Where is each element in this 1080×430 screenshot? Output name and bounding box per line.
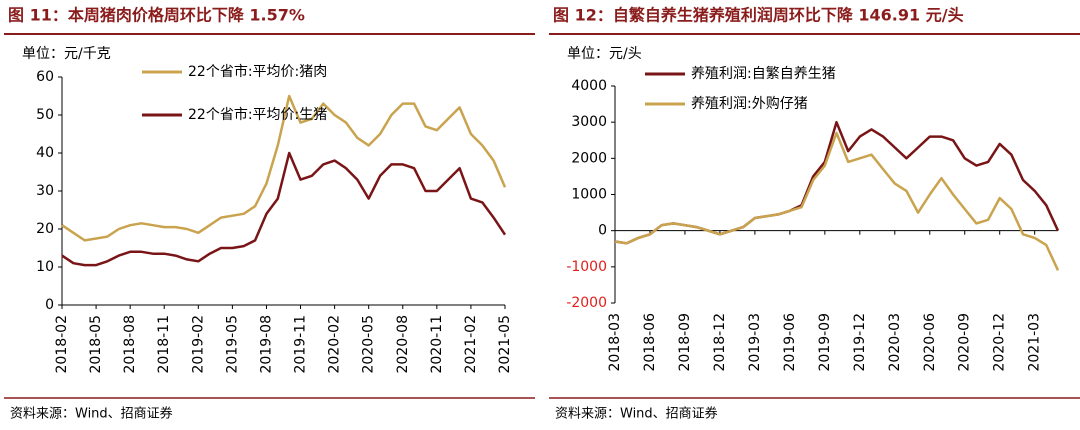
x-tick-label: 2018-03: [607, 313, 623, 372]
legend-label: 养殖利润:自繁自养生猪: [691, 65, 836, 82]
y-tick-label: -1000: [566, 259, 607, 275]
legend-label: 养殖利润:外购仔猪: [691, 95, 808, 112]
y-tick-label: 1000: [571, 187, 607, 203]
x-tick-label: 2021-02: [463, 315, 479, 374]
chart-title: 图 11：本周猪肉价格周环比下降 1.57%: [8, 6, 305, 25]
unit-label: 单位：元/头: [567, 46, 642, 62]
x-tick-label: 2020-02: [327, 315, 343, 374]
y-tick-label: 2000: [571, 150, 607, 166]
series-line: [61, 94, 507, 242]
legend-label: 22个省市:平均价:生猪: [188, 106, 327, 123]
x-tick-label: 2020-06: [922, 313, 938, 372]
x-tick-label: 2018-08: [122, 315, 138, 374]
x-tick-label: 2019-09: [817, 313, 833, 372]
y-tick-label: 60: [36, 69, 54, 85]
x-tick-label: 2019-03: [747, 313, 763, 372]
unit-label: 单位：元/千克: [22, 46, 111, 62]
x-tick-label: 2018-02: [54, 315, 70, 374]
x-tick-label: 2019-12: [852, 313, 868, 372]
x-tick-label: 2020-08: [395, 315, 411, 374]
x-tick-label: 2019-05: [224, 315, 240, 374]
y-tick-label: 20: [36, 221, 54, 237]
y-tick-label: 10: [36, 259, 54, 275]
chart-title: 图 12：自繁自养生猪养殖利润周环比下降 146.91 元/头: [553, 6, 964, 25]
y-tick-label: 30: [36, 183, 54, 199]
x-tick-label: 2019-02: [190, 315, 206, 374]
x-tick-label: 2018-12: [712, 313, 728, 372]
x-tick-label: 2020-05: [361, 315, 377, 374]
x-tick-label: 2020-09: [957, 313, 973, 372]
y-tick-label: -2000: [566, 295, 607, 311]
x-tick-label: 2018-05: [88, 315, 104, 374]
x-tick-label: 2021-05: [497, 315, 513, 374]
source: 资料来源：Wind、招商证券: [555, 406, 718, 422]
series-line: [614, 131, 1060, 271]
series-line: [61, 151, 507, 267]
y-tick-label: 3000: [571, 114, 607, 130]
y-tick-label: 40: [36, 145, 54, 161]
x-tick-label: 2020-03: [887, 313, 903, 372]
x-tick-label: 2019-06: [782, 313, 798, 372]
y-tick-label: 4000: [571, 78, 607, 94]
source: 资料来源：Wind、招商证券: [10, 406, 173, 422]
x-tick-label: 2019-08: [258, 315, 274, 374]
x-tick-label: 2020-11: [429, 315, 445, 374]
legend-label: 22个省市:平均价:猪肉: [188, 63, 327, 80]
y-tick-label: 0: [598, 223, 607, 239]
x-tick-label: 2020-12: [992, 313, 1008, 372]
y-tick-label: 0: [45, 297, 54, 313]
x-tick-label: 2018-09: [677, 313, 693, 372]
x-tick-label: 2018-06: [642, 313, 658, 372]
x-tick-label: 2018-11: [156, 315, 172, 374]
x-tick-label: 2021-03: [1027, 313, 1043, 372]
x-tick-label: 2019-11: [293, 315, 309, 374]
y-tick-label: 50: [36, 107, 54, 123]
